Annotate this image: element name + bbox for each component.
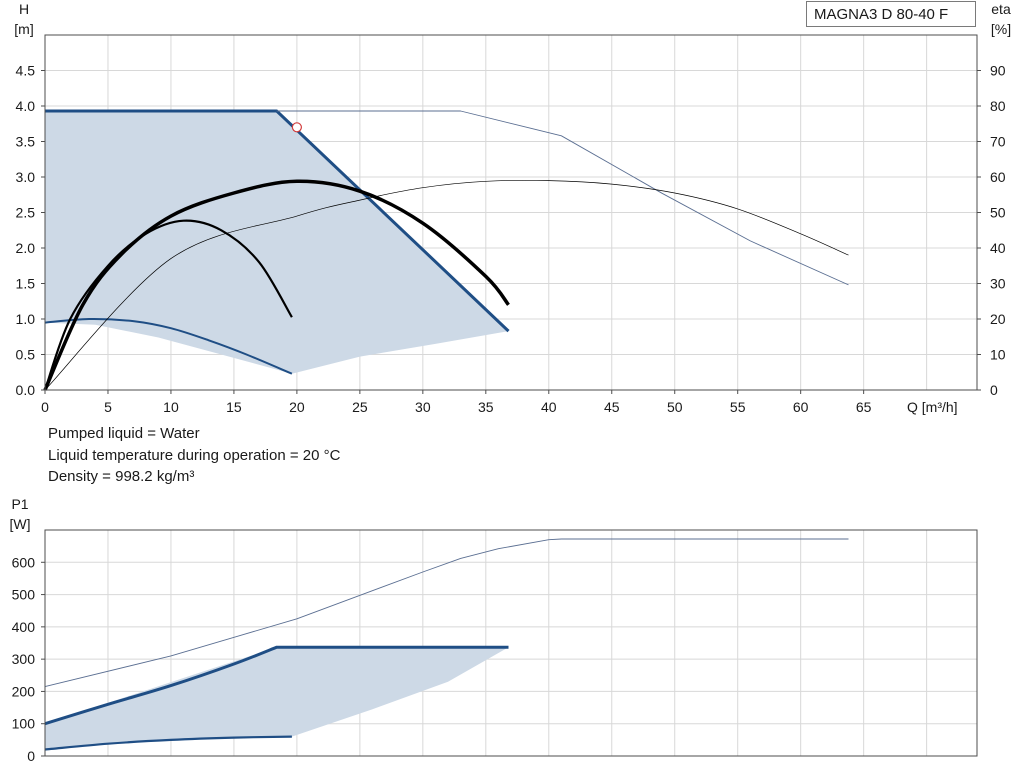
y-right-tick-label: 60 [990, 169, 1006, 185]
power-chart-grid [45, 530, 977, 756]
x-tick-label: 65 [856, 399, 872, 415]
y-tick-label: 300 [12, 651, 36, 667]
y-right-tick-label: 20 [990, 311, 1006, 327]
head-chart-series [43, 109, 849, 391]
y-right-tick-label: 80 [990, 98, 1006, 114]
x-tick-label: 30 [415, 399, 431, 415]
x-tick-label: 0 [41, 399, 49, 415]
y-tick-label: 100 [12, 716, 36, 732]
power-range-area [45, 647, 509, 750]
x-tick-label: 5 [104, 399, 112, 415]
power-control-line [44, 645, 509, 726]
head-chart-ticks: 0 5 10 15 20 25 30 35 40 45 50 55 60 65 0.0 0.5 1.0 1.5 2.… [16, 63, 1006, 416]
x-tick-label: 60 [793, 399, 809, 415]
max-curve-line [276, 110, 849, 286]
y-tick-label: 0.5 [16, 347, 36, 363]
efficiency-min-line [43, 219, 293, 391]
y-tick-label: 400 [12, 619, 36, 635]
head-chart-grid [45, 35, 977, 390]
y-tick-label: 500 [12, 587, 36, 603]
y-right-tick-label: 90 [990, 63, 1006, 79]
x-tick-label: 20 [289, 399, 305, 415]
y-tick-label: 600 [12, 554, 36, 570]
y-tick-label: 1.5 [16, 276, 36, 292]
x-tick-label: 40 [541, 399, 557, 415]
operating-point-marker [291, 122, 302, 133]
head-axis-label: H [19, 1, 29, 17]
flow-axis-label: Q [m³/h] [907, 399, 958, 415]
pumped-liquid-info: Pumped liquid = Water [48, 425, 200, 442]
y-tick-label: 0 [27, 748, 35, 764]
min-curve-line [44, 317, 293, 375]
x-tick-label: 55 [730, 399, 746, 415]
x-tick-label: 50 [667, 399, 683, 415]
power-axis-label: P1 [11, 496, 28, 512]
eta-axis-label: eta [991, 1, 1011, 17]
x-tick-label: 35 [478, 399, 494, 415]
density-info: Density = 998.2 kg/m³ [48, 468, 195, 485]
power-min-line [44, 735, 292, 751]
y-tick-label: 2.5 [16, 205, 36, 221]
x-tick-label: 25 [352, 399, 368, 415]
power-chart-frame [44, 529, 978, 757]
head-axis-unit: [m] [14, 21, 33, 37]
power-chart-series [44, 538, 849, 751]
y-tick-label: 3.5 [16, 134, 36, 150]
operating-range-area [45, 111, 509, 374]
y-tick-label: 1.0 [16, 311, 36, 327]
power-max-line [44, 538, 849, 688]
efficiency-operating-line [43, 179, 510, 391]
x-tick-label: 10 [163, 399, 179, 415]
y-tick-label: 0.0 [16, 382, 36, 398]
x-tick-label: 15 [226, 399, 242, 415]
y-right-tick-label: 30 [990, 276, 1006, 292]
y-tick-label: 3.0 [16, 169, 36, 185]
eta-axis-unit: [%] [991, 21, 1011, 37]
legend-box: MAGNA3 D 80-40 F [806, 1, 976, 27]
y-tick-label: 4.0 [16, 98, 36, 114]
y-tick-label: 200 [12, 683, 36, 699]
y-right-tick-label: 40 [990, 240, 1006, 256]
power-chart: 0 100 200 300 400 500 600 P1 [W] [10, 496, 978, 764]
legend-product-name: MAGNA3 D 80-40 F [814, 6, 949, 23]
y-tick-label: 2.0 [16, 240, 36, 256]
y-right-tick-label: 10 [990, 347, 1006, 363]
y-right-tick-label: 50 [990, 205, 1006, 221]
liquid-temperature-info: Liquid temperature during operation = 20… [48, 447, 341, 464]
efficiency-line [44, 179, 849, 391]
head-efficiency-chart: 0 5 10 15 20 25 30 35 40 45 50 55 60 65 0.0 0.5 1.0 1.5 2.… [14, 1, 1011, 415]
y-right-tick-label: 70 [990, 134, 1006, 150]
x-tick-label: 45 [604, 399, 620, 415]
y-right-tick-label: 0 [990, 382, 998, 398]
power-axis-unit: [W] [10, 516, 31, 532]
y-tick-label: 4.5 [16, 63, 36, 79]
power-chart-ticks: 0 100 200 300 400 500 600 [12, 554, 45, 764]
